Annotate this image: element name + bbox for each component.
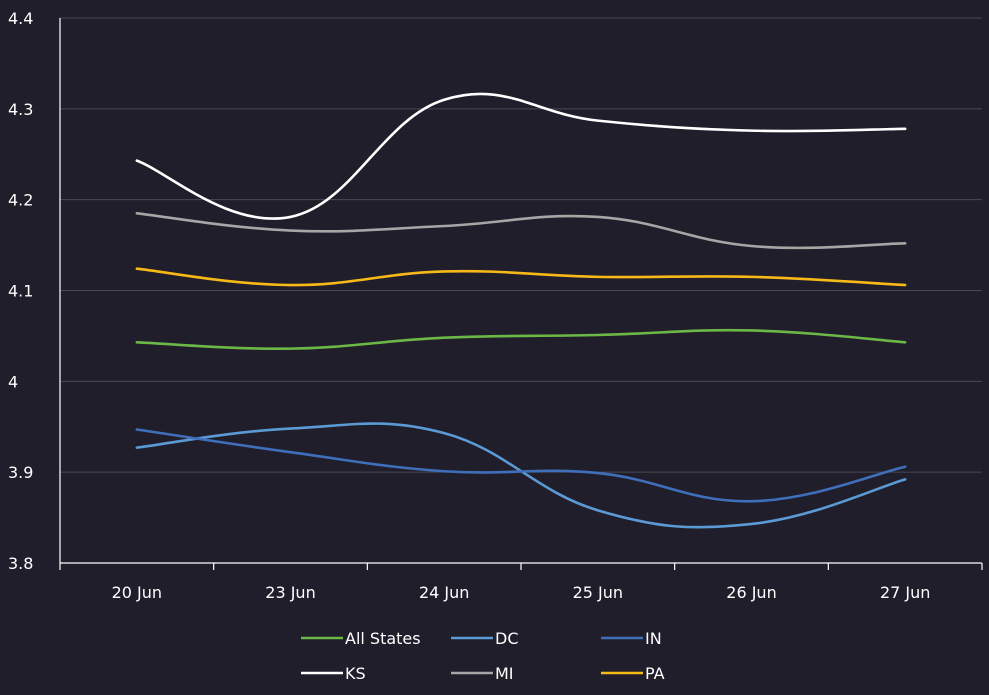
legend-label: All States (345, 629, 421, 648)
legend-label: MI (495, 664, 514, 683)
series-lines (135, 92, 907, 529)
axes: 3.8 3.9 4 4.1 4.2 4.3 4.4 20 Jun 23 Jun 24 Jun 25 … (8, 9, 983, 602)
series-line-mi (135, 211, 907, 250)
y-tick-label: 3.8 (8, 554, 33, 573)
series-line-ks (135, 92, 907, 220)
series-line-in (135, 428, 907, 503)
y-tick-label: 4.1 (8, 282, 33, 301)
legend-label: DC (495, 629, 519, 648)
x-tick-label: 24 Jun (419, 583, 469, 602)
gridlines (60, 17, 982, 473)
x-tick-label: 20 Jun (112, 583, 162, 602)
legend-item-pa: PA (601, 664, 665, 683)
y-tick-label: 4.4 (8, 9, 33, 28)
series-line-all-states (135, 328, 907, 351)
legend-item-all-states: All States (301, 629, 421, 648)
x-tick-label: 25 Jun (573, 583, 623, 602)
y-tick-label: 4.2 (8, 191, 33, 210)
legend-label: KS (345, 664, 366, 683)
series-line-dc (135, 422, 907, 529)
series-line-pa (135, 267, 907, 287)
legend: All States DC IN KS MI PA (301, 629, 665, 683)
y-tick-label: 4 (8, 372, 18, 391)
legend-item-mi: MI (451, 664, 514, 683)
legend-item-ks: KS (301, 664, 366, 683)
y-tick-label: 4.3 (8, 100, 33, 119)
legend-item-dc: DC (451, 629, 519, 648)
legend-item-in: IN (601, 629, 662, 648)
y-tick-label: 3.9 (8, 463, 33, 482)
legend-label: IN (645, 629, 662, 648)
x-tick-label: 27 Jun (880, 583, 930, 602)
legend-label: PA (645, 664, 665, 683)
x-tick-label: 23 Jun (265, 583, 315, 602)
x-tick-label: 26 Jun (726, 583, 776, 602)
